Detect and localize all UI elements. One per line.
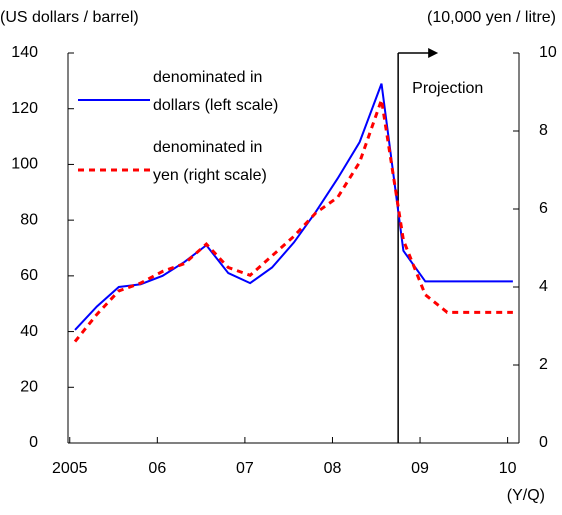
- y2-tick-label: 4: [539, 278, 548, 295]
- y-tick-label: 80: [20, 211, 38, 228]
- x-axis-label: (Y/Q): [507, 487, 545, 504]
- x-tick-label: 09: [411, 460, 429, 477]
- legend-label: denominated in dollars (left scale): [153, 69, 278, 114]
- y-tick-label: 0: [29, 434, 38, 451]
- y2-tick-label: 2: [539, 356, 548, 373]
- series-line: [73, 99, 513, 343]
- y-axis-label: (US dollars / barrel): [0, 9, 139, 26]
- y2-tick-label: 6: [539, 200, 548, 217]
- y-tick-label: 40: [20, 323, 38, 340]
- x-tick-label: 10: [499, 460, 517, 477]
- series-line: [74, 83, 513, 331]
- x-tick-label: 08: [324, 460, 342, 477]
- x-tick-label: 2005: [52, 460, 88, 477]
- y-tick-label: 60: [20, 267, 38, 284]
- y2-tick-label: 8: [539, 122, 548, 139]
- y2-tick-label: 10: [539, 44, 557, 61]
- y2-tick-label: 0: [539, 434, 548, 451]
- legend-label: denominated in yen (right scale): [153, 139, 267, 184]
- x-tick-label: 07: [236, 460, 254, 477]
- y-tick-label: 140: [11, 44, 38, 61]
- projection-arrowhead: [428, 48, 439, 58]
- x-tick-label: 06: [148, 460, 166, 477]
- projection-label: Projection: [412, 80, 483, 97]
- y-tick-label: 20: [20, 379, 38, 396]
- y2-axis-label: (10,000 yen / litre): [427, 9, 556, 26]
- y-tick-label: 100: [11, 156, 38, 173]
- y-tick-label: 120: [11, 100, 38, 117]
